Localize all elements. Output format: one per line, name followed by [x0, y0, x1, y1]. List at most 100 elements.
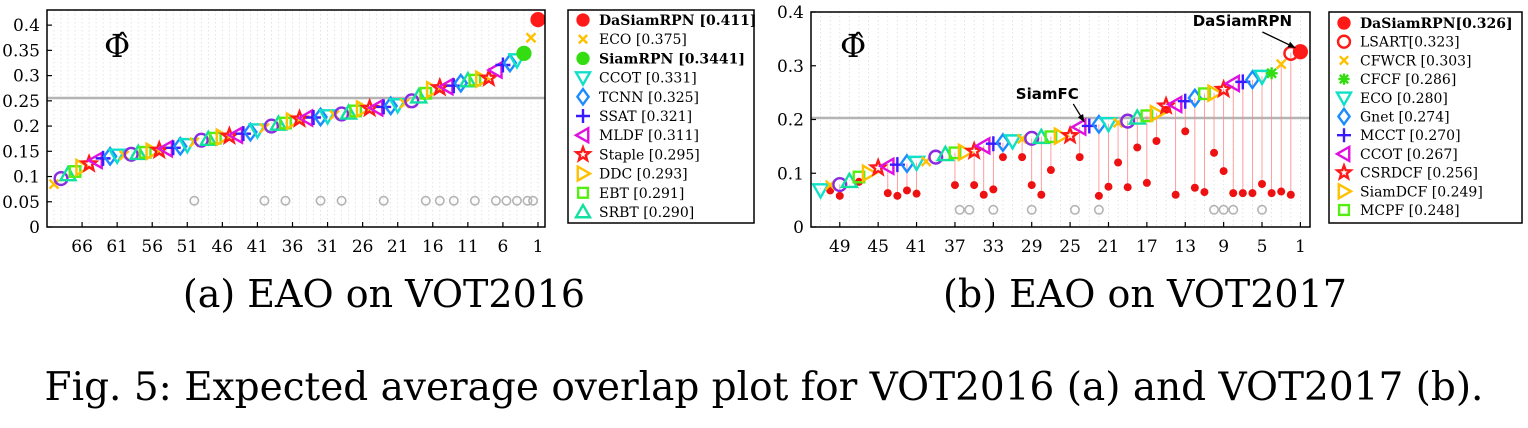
- x-tick-label: 26: [352, 237, 374, 257]
- subplot-b-annotations: DaSiamRPN SiamFC: [1016, 12, 1296, 123]
- connector-point: [893, 191, 902, 200]
- y-tick-label: 0.3: [777, 57, 804, 77]
- tracker-marker: [359, 97, 381, 118]
- connector-point: [1046, 166, 1055, 175]
- legend-entry: CFWCR [0.303]: [1338, 53, 1472, 69]
- legend-marker: [573, 202, 593, 219]
- tracker-marker: [530, 11, 546, 28]
- tracker-marker: [1292, 44, 1309, 60]
- annotation-label: DaSiamRPN: [1193, 12, 1292, 30]
- tracker-marker: [48, 178, 60, 190]
- x-tick-label: 41: [906, 237, 928, 257]
- legend-entry: DaSiamRPN [0.411]: [576, 13, 756, 29]
- connector-point: [1181, 127, 1190, 136]
- unranked-point: [378, 195, 389, 206]
- y-tick-label: 0.25: [2, 92, 40, 112]
- connector-point: [989, 185, 998, 194]
- tracker-marker: [235, 126, 251, 142]
- legend-label: SiamDCF [0.249]: [1360, 184, 1483, 200]
- x-tick-label: 61: [106, 237, 128, 257]
- connector-point: [979, 190, 988, 199]
- legend-entry: CCOT [0.331]: [573, 71, 697, 88]
- unranked-point: [336, 195, 347, 206]
- connector-point: [1219, 167, 1228, 176]
- subplot-a-legend: DaSiamRPN [0.411] ECO [0.375] SiamRPN [0.3…: [567, 9, 756, 224]
- legend-marker: [1336, 106, 1352, 127]
- subplot-a-legend-box: [567, 9, 755, 224]
- legend-entry: EBT [0.291]: [576, 186, 684, 202]
- tracker-marker: [1265, 67, 1278, 80]
- tracker-marker: [58, 164, 78, 182]
- unranked-point: [315, 195, 326, 206]
- legend-entry: TCNN [0.325]: [575, 87, 699, 107]
- legend-marker: [1337, 16, 1351, 30]
- legend-label: LSART[0.323]: [1360, 35, 1460, 51]
- legend-entry: ECO [0.375]: [577, 32, 687, 48]
- x-tick-label: 11: [457, 237, 479, 257]
- connector-point: [1200, 188, 1209, 197]
- legend-label: MLDF [0.311]: [599, 128, 699, 144]
- unranked-point: [522, 195, 533, 206]
- unranked-point: [988, 204, 999, 215]
- tracker-marker: [383, 95, 399, 117]
- tracker-marker: [419, 86, 433, 100]
- tracker-marker: [102, 146, 118, 167]
- x-tick-label: 29: [1021, 237, 1043, 257]
- tracker-marker: [218, 125, 240, 146]
- tracker-marker: [1252, 69, 1272, 87]
- tracker-marker: [263, 118, 280, 134]
- x-tick-label: 56: [141, 237, 163, 257]
- tracker-marker: [906, 155, 927, 173]
- tracker-marker: [78, 153, 100, 173]
- connector-point: [1152, 137, 1161, 145]
- tracker-marker: [852, 170, 866, 184]
- subplot-b-caption: (b) EAO on VOT2017: [943, 272, 1347, 316]
- legend-label: MCCT [0.270]: [1360, 128, 1461, 144]
- legend-label: DaSiamRPN[0.326]: [1360, 16, 1513, 32]
- connector-point: [1229, 189, 1238, 198]
- y-tick-label: 0.1: [13, 168, 40, 188]
- connector-point: [1258, 180, 1267, 188]
- subplot-b-legend-box: [1328, 11, 1523, 224]
- legend-entry: DDC [0.293]: [576, 164, 688, 183]
- x-tick-label: 1: [533, 237, 544, 257]
- y-tick-label: 0.4: [13, 16, 40, 36]
- tracker-marker: [128, 143, 148, 161]
- x-tick-label: 45: [867, 237, 889, 257]
- connector-point: [1171, 190, 1180, 199]
- unranked-point: [259, 195, 270, 206]
- connector-point: [883, 189, 892, 198]
- legend-marker: [1337, 128, 1351, 143]
- legend-label: MCPF [0.248]: [1360, 203, 1460, 219]
- connector-point: [1094, 191, 1103, 200]
- x-tick-label: 13: [1174, 237, 1196, 257]
- y-tick-label: 0.3: [13, 67, 40, 87]
- subplot-a-unranked-points: [189, 195, 539, 206]
- tracker-marker: [1165, 94, 1183, 115]
- tracker-marker: [948, 146, 962, 160]
- connector-point: [1286, 190, 1295, 199]
- unranked-point: [511, 195, 522, 206]
- unranked-point: [434, 195, 445, 206]
- subplot-b-y-axis: 0 0.1 0.2 0.3 0.4: [777, 3, 816, 238]
- tracker-marker: [1044, 130, 1058, 144]
- tracker-marker: [242, 121, 258, 143]
- subplot-a: 00.050.10.150.20.250.30.350.4 66 61 56 51 46…: [2, 9, 756, 316]
- legend-label: CCOT [0.267]: [1360, 147, 1458, 163]
- legend-marker: [576, 186, 590, 199]
- connector-point: [835, 191, 844, 200]
- tracker-marker: [1024, 130, 1040, 146]
- legend-entry: Staple [0.295]: [573, 143, 700, 163]
- tracker-marker: [289, 108, 310, 128]
- connector-point: [1027, 181, 1036, 190]
- subplot-b-legend: DaSiamRPN[0.326] LSART[0.323] CFWCR [0.303…: [1328, 11, 1523, 224]
- unranked-point: [954, 204, 965, 215]
- subplot-a-grid: [46, 10, 539, 227]
- connector-point: [1277, 187, 1286, 196]
- legend-entry: SiamDCF [0.249]: [1337, 182, 1483, 201]
- legend-marker: [1334, 162, 1354, 182]
- tracker-marker: [165, 140, 181, 156]
- x-tick-label: 21: [1098, 237, 1120, 257]
- tracker-marker: [1149, 104, 1167, 124]
- connector-point: [1267, 189, 1276, 198]
